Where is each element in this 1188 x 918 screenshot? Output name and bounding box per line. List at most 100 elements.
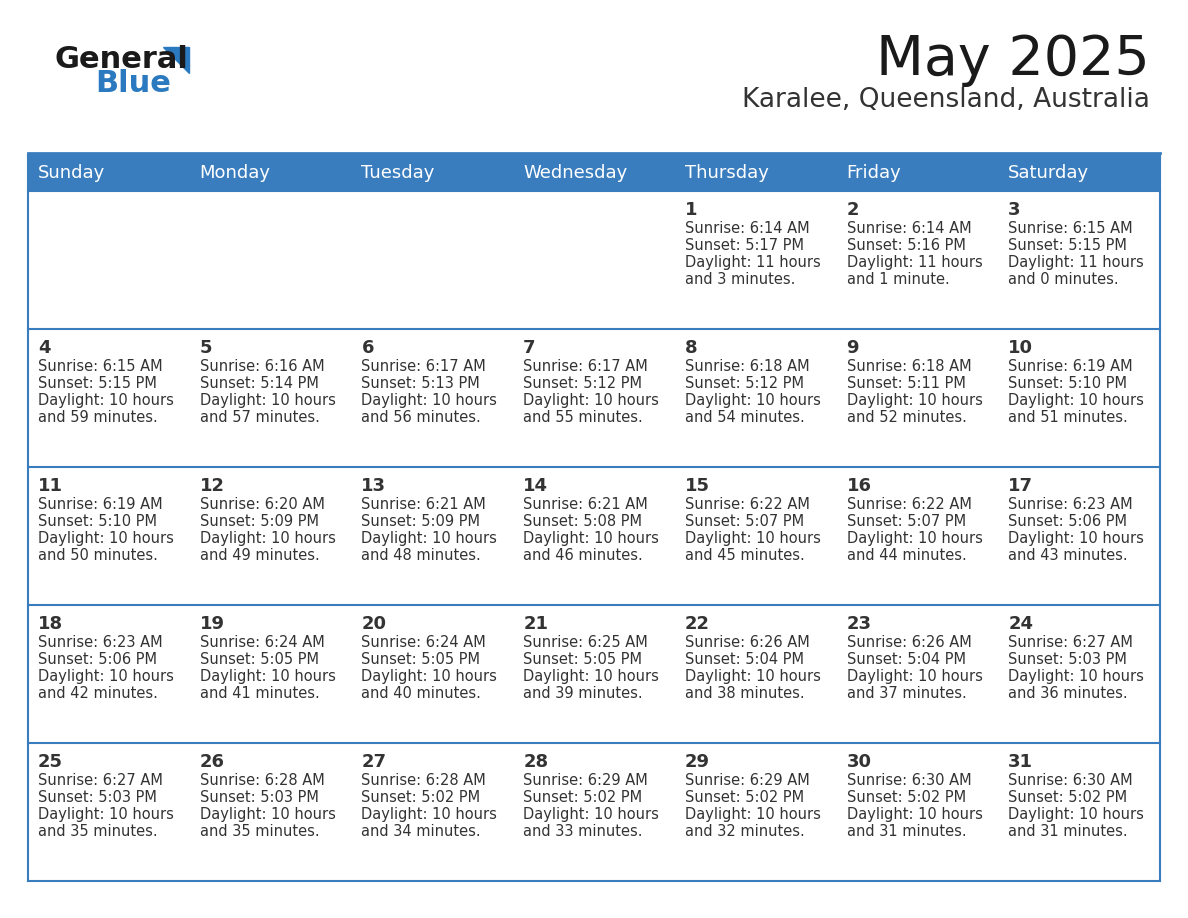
Text: and 46 minutes.: and 46 minutes. bbox=[523, 548, 643, 563]
Text: and 40 minutes.: and 40 minutes. bbox=[361, 686, 481, 701]
Bar bbox=[836, 155, 998, 191]
Text: Sunset: 5:04 PM: Sunset: 5:04 PM bbox=[684, 652, 804, 667]
Text: and 36 minutes.: and 36 minutes. bbox=[1009, 686, 1127, 701]
Text: Daylight: 10 hours: Daylight: 10 hours bbox=[361, 531, 498, 546]
Text: and 41 minutes.: and 41 minutes. bbox=[200, 686, 320, 701]
Text: 24: 24 bbox=[1009, 615, 1034, 633]
Text: 10: 10 bbox=[1009, 339, 1034, 357]
Text: Sunset: 5:16 PM: Sunset: 5:16 PM bbox=[847, 238, 966, 253]
Text: Wednesday: Wednesday bbox=[523, 164, 627, 182]
Text: Sunrise: 6:28 AM: Sunrise: 6:28 AM bbox=[361, 773, 486, 788]
Text: Sunset: 5:10 PM: Sunset: 5:10 PM bbox=[1009, 376, 1127, 391]
Text: and 51 minutes.: and 51 minutes. bbox=[1009, 410, 1129, 425]
Text: Sunrise: 6:22 AM: Sunrise: 6:22 AM bbox=[684, 497, 810, 512]
Text: Karalee, Queensland, Australia: Karalee, Queensland, Australia bbox=[742, 87, 1150, 113]
Text: Daylight: 10 hours: Daylight: 10 hours bbox=[1009, 807, 1144, 822]
Text: Sunset: 5:07 PM: Sunset: 5:07 PM bbox=[847, 514, 966, 529]
Text: Daylight: 10 hours: Daylight: 10 hours bbox=[847, 531, 982, 546]
Text: 17: 17 bbox=[1009, 477, 1034, 495]
Text: Sunset: 5:02 PM: Sunset: 5:02 PM bbox=[684, 790, 804, 805]
Text: 26: 26 bbox=[200, 753, 225, 771]
Text: Sunday: Sunday bbox=[38, 164, 106, 182]
Text: and 56 minutes.: and 56 minutes. bbox=[361, 410, 481, 425]
Text: Sunset: 5:03 PM: Sunset: 5:03 PM bbox=[1009, 652, 1127, 667]
Text: Daylight: 10 hours: Daylight: 10 hours bbox=[1009, 669, 1144, 684]
Text: and 38 minutes.: and 38 minutes. bbox=[684, 686, 804, 701]
Text: Daylight: 10 hours: Daylight: 10 hours bbox=[38, 531, 173, 546]
Text: 19: 19 bbox=[200, 615, 225, 633]
Text: 29: 29 bbox=[684, 753, 710, 771]
Text: Sunrise: 6:22 AM: Sunrise: 6:22 AM bbox=[847, 497, 972, 512]
Text: Daylight: 10 hours: Daylight: 10 hours bbox=[523, 531, 659, 546]
Text: and 59 minutes.: and 59 minutes. bbox=[38, 410, 158, 425]
Text: and 55 minutes.: and 55 minutes. bbox=[523, 410, 643, 425]
Text: 15: 15 bbox=[684, 477, 710, 495]
Text: General: General bbox=[55, 46, 189, 74]
Text: 16: 16 bbox=[847, 477, 872, 495]
Text: Sunset: 5:08 PM: Sunset: 5:08 PM bbox=[523, 514, 643, 529]
Text: 13: 13 bbox=[361, 477, 386, 495]
Text: Sunrise: 6:14 AM: Sunrise: 6:14 AM bbox=[847, 221, 972, 236]
Text: Sunset: 5:03 PM: Sunset: 5:03 PM bbox=[200, 790, 318, 805]
Text: 23: 23 bbox=[847, 615, 872, 633]
Text: Daylight: 10 hours: Daylight: 10 hours bbox=[38, 393, 173, 408]
Text: Sunrise: 6:21 AM: Sunrise: 6:21 AM bbox=[361, 497, 486, 512]
Text: Thursday: Thursday bbox=[684, 164, 769, 182]
Text: Daylight: 11 hours: Daylight: 11 hours bbox=[1009, 255, 1144, 270]
Text: and 3 minutes.: and 3 minutes. bbox=[684, 272, 795, 287]
Text: 18: 18 bbox=[38, 615, 63, 633]
Text: Sunset: 5:11 PM: Sunset: 5:11 PM bbox=[847, 376, 966, 391]
Text: Daylight: 10 hours: Daylight: 10 hours bbox=[523, 669, 659, 684]
Text: and 35 minutes.: and 35 minutes. bbox=[38, 824, 158, 839]
Text: Sunrise: 6:19 AM: Sunrise: 6:19 AM bbox=[38, 497, 163, 512]
Text: Sunrise: 6:28 AM: Sunrise: 6:28 AM bbox=[200, 773, 324, 788]
Text: Saturday: Saturday bbox=[1009, 164, 1089, 182]
Text: Daylight: 11 hours: Daylight: 11 hours bbox=[847, 255, 982, 270]
Polygon shape bbox=[163, 47, 189, 73]
Text: Daylight: 11 hours: Daylight: 11 hours bbox=[684, 255, 821, 270]
Text: 25: 25 bbox=[38, 753, 63, 771]
Text: Sunset: 5:05 PM: Sunset: 5:05 PM bbox=[361, 652, 480, 667]
Text: Sunrise: 6:29 AM: Sunrise: 6:29 AM bbox=[523, 773, 647, 788]
Text: Daylight: 10 hours: Daylight: 10 hours bbox=[361, 807, 498, 822]
Text: Sunrise: 6:18 AM: Sunrise: 6:18 AM bbox=[847, 359, 972, 374]
Text: Daylight: 10 hours: Daylight: 10 hours bbox=[1009, 531, 1144, 546]
Text: 14: 14 bbox=[523, 477, 548, 495]
Text: Friday: Friday bbox=[847, 164, 902, 182]
Text: Sunset: 5:14 PM: Sunset: 5:14 PM bbox=[200, 376, 318, 391]
Text: Sunrise: 6:17 AM: Sunrise: 6:17 AM bbox=[361, 359, 486, 374]
Text: Sunset: 5:05 PM: Sunset: 5:05 PM bbox=[523, 652, 643, 667]
Text: Sunrise: 6:27 AM: Sunrise: 6:27 AM bbox=[38, 773, 163, 788]
Text: Daylight: 10 hours: Daylight: 10 hours bbox=[38, 807, 173, 822]
Bar bbox=[352, 155, 513, 191]
Text: 21: 21 bbox=[523, 615, 548, 633]
Text: Daylight: 10 hours: Daylight: 10 hours bbox=[200, 669, 335, 684]
Text: Daylight: 10 hours: Daylight: 10 hours bbox=[847, 669, 982, 684]
Text: Sunrise: 6:18 AM: Sunrise: 6:18 AM bbox=[684, 359, 809, 374]
Text: and 1 minute.: and 1 minute. bbox=[847, 272, 949, 287]
Text: Sunset: 5:10 PM: Sunset: 5:10 PM bbox=[38, 514, 157, 529]
Text: 28: 28 bbox=[523, 753, 549, 771]
Text: Daylight: 10 hours: Daylight: 10 hours bbox=[200, 531, 335, 546]
Text: Daylight: 10 hours: Daylight: 10 hours bbox=[847, 807, 982, 822]
Text: 1: 1 bbox=[684, 201, 697, 219]
Bar bbox=[29, 605, 1159, 743]
Text: Daylight: 10 hours: Daylight: 10 hours bbox=[523, 807, 659, 822]
Text: Daylight: 10 hours: Daylight: 10 hours bbox=[1009, 393, 1144, 408]
Text: Sunset: 5:02 PM: Sunset: 5:02 PM bbox=[847, 790, 966, 805]
Text: 7: 7 bbox=[523, 339, 536, 357]
Bar bbox=[190, 155, 352, 191]
Text: and 35 minutes.: and 35 minutes. bbox=[200, 824, 320, 839]
Text: 5: 5 bbox=[200, 339, 213, 357]
Text: and 57 minutes.: and 57 minutes. bbox=[200, 410, 320, 425]
Text: Sunset: 5:09 PM: Sunset: 5:09 PM bbox=[200, 514, 318, 529]
Text: Sunrise: 6:23 AM: Sunrise: 6:23 AM bbox=[1009, 497, 1133, 512]
Text: Sunrise: 6:30 AM: Sunrise: 6:30 AM bbox=[847, 773, 972, 788]
Text: 27: 27 bbox=[361, 753, 386, 771]
Text: Sunrise: 6:24 AM: Sunrise: 6:24 AM bbox=[200, 635, 324, 650]
Text: Sunrise: 6:23 AM: Sunrise: 6:23 AM bbox=[38, 635, 163, 650]
Text: and 31 minutes.: and 31 minutes. bbox=[847, 824, 966, 839]
Bar bbox=[29, 155, 1159, 881]
Text: Sunset: 5:13 PM: Sunset: 5:13 PM bbox=[361, 376, 480, 391]
Bar bbox=[29, 155, 190, 191]
